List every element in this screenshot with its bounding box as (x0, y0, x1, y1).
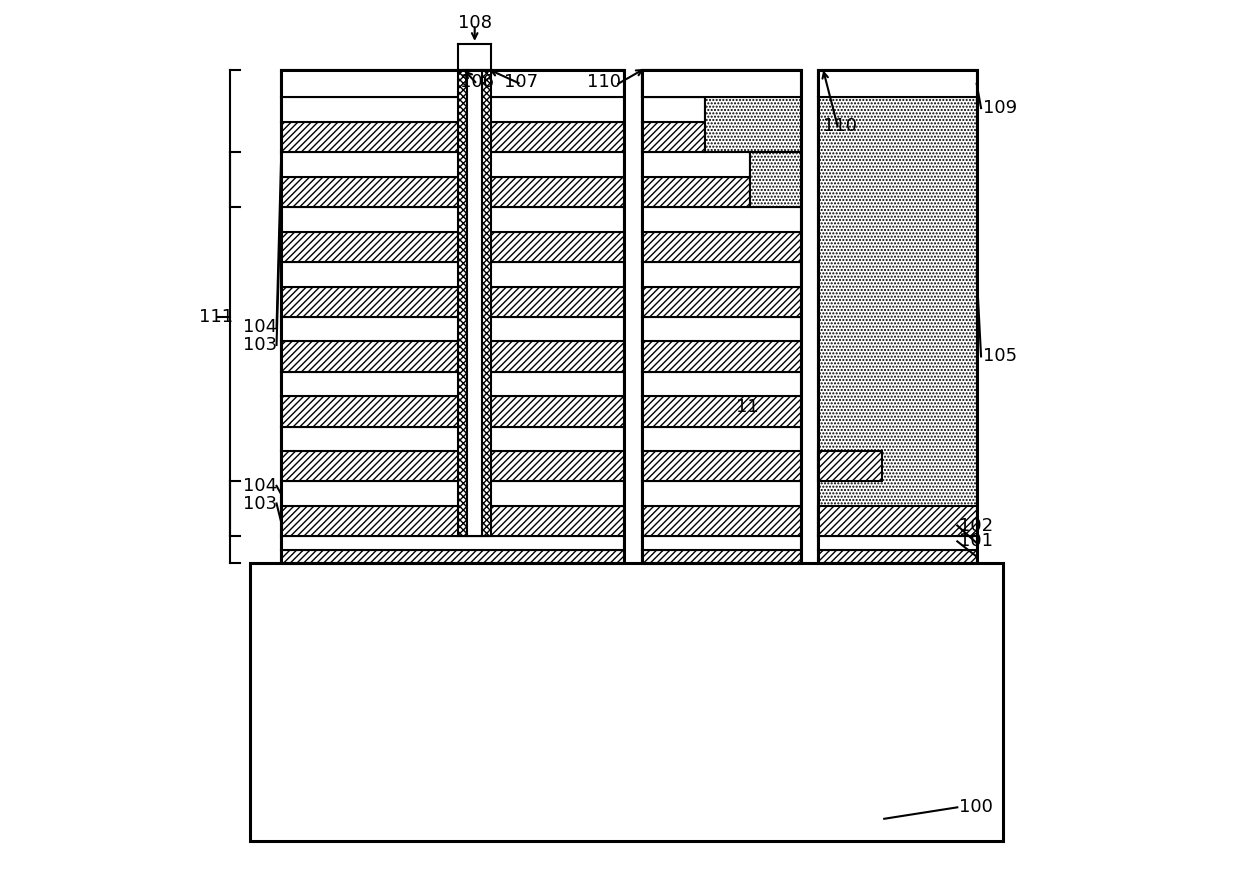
Text: 111: 111 (200, 308, 233, 325)
Text: 102: 102 (959, 517, 993, 534)
FancyBboxPatch shape (642, 207, 801, 232)
FancyBboxPatch shape (281, 177, 625, 207)
FancyBboxPatch shape (642, 286, 801, 316)
FancyBboxPatch shape (281, 286, 625, 316)
Text: 11: 11 (737, 397, 759, 416)
FancyBboxPatch shape (281, 207, 625, 232)
Text: 107: 107 (503, 73, 538, 91)
FancyBboxPatch shape (642, 482, 801, 506)
FancyBboxPatch shape (642, 372, 801, 396)
FancyBboxPatch shape (642, 536, 801, 549)
Text: 110: 110 (822, 116, 857, 135)
FancyBboxPatch shape (818, 70, 977, 97)
FancyBboxPatch shape (281, 122, 625, 152)
Text: 103: 103 (243, 336, 278, 354)
FancyBboxPatch shape (281, 372, 625, 396)
FancyBboxPatch shape (281, 482, 625, 506)
FancyBboxPatch shape (642, 396, 801, 427)
FancyBboxPatch shape (642, 152, 750, 177)
FancyBboxPatch shape (642, 232, 801, 262)
FancyBboxPatch shape (281, 152, 625, 177)
FancyBboxPatch shape (459, 70, 467, 536)
FancyBboxPatch shape (642, 452, 801, 482)
FancyBboxPatch shape (706, 97, 801, 152)
Text: 105: 105 (983, 348, 1017, 365)
FancyBboxPatch shape (281, 262, 625, 286)
FancyBboxPatch shape (818, 97, 977, 536)
FancyBboxPatch shape (642, 262, 801, 286)
FancyBboxPatch shape (642, 427, 801, 452)
FancyBboxPatch shape (642, 70, 801, 97)
FancyBboxPatch shape (818, 452, 882, 482)
Text: 101: 101 (959, 533, 993, 550)
FancyBboxPatch shape (818, 536, 977, 549)
FancyBboxPatch shape (642, 122, 706, 152)
FancyBboxPatch shape (818, 506, 977, 536)
FancyBboxPatch shape (281, 427, 625, 452)
FancyBboxPatch shape (281, 232, 625, 262)
FancyBboxPatch shape (281, 396, 625, 427)
Text: 103: 103 (243, 494, 278, 512)
Text: 109: 109 (983, 99, 1017, 117)
FancyBboxPatch shape (642, 506, 801, 536)
FancyBboxPatch shape (642, 341, 801, 372)
FancyBboxPatch shape (642, 97, 706, 122)
Text: 104: 104 (243, 318, 278, 336)
Text: 110: 110 (588, 73, 621, 91)
FancyBboxPatch shape (642, 177, 750, 207)
FancyBboxPatch shape (818, 549, 977, 564)
FancyBboxPatch shape (467, 70, 482, 536)
Text: 104: 104 (243, 477, 278, 495)
Text: 106: 106 (460, 73, 494, 91)
FancyBboxPatch shape (250, 564, 1003, 841)
FancyBboxPatch shape (281, 316, 625, 341)
FancyBboxPatch shape (281, 70, 625, 97)
FancyBboxPatch shape (642, 70, 801, 97)
FancyBboxPatch shape (281, 341, 625, 372)
Text: 108: 108 (458, 13, 492, 32)
FancyBboxPatch shape (642, 316, 801, 341)
FancyBboxPatch shape (642, 549, 801, 564)
FancyBboxPatch shape (281, 506, 625, 536)
FancyBboxPatch shape (750, 152, 801, 207)
FancyBboxPatch shape (482, 70, 491, 536)
FancyBboxPatch shape (281, 536, 625, 549)
Text: 100: 100 (959, 798, 993, 816)
FancyBboxPatch shape (281, 452, 625, 482)
FancyBboxPatch shape (281, 97, 625, 122)
FancyBboxPatch shape (281, 549, 625, 564)
